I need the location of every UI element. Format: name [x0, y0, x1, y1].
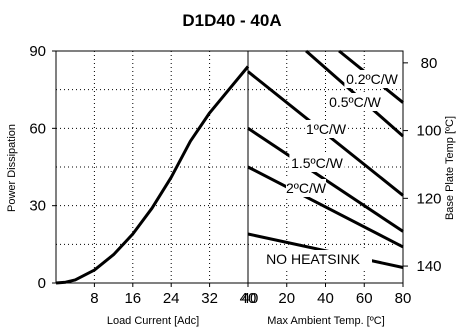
x-tick-label: 24	[163, 290, 180, 307]
curve-label: 0.2ºC/W	[346, 71, 399, 87]
curve-label: 1.5ºC/W	[291, 155, 344, 171]
y-axis-label-power: Power Dissipation	[6, 124, 18, 212]
chart-title: D1D40 - 40A	[182, 11, 281, 30]
y2-tick-label: 120	[416, 190, 441, 207]
x2-tick-label: 60	[356, 290, 373, 307]
curve-label: 1ºC/W	[306, 121, 347, 137]
power-curve	[56, 67, 248, 284]
x-axis-label-ambient-temp: Max Ambient Temp. [ºC]	[267, 315, 385, 327]
dissipation-curve	[56, 67, 248, 284]
curve-label: 0.5ºC/W	[329, 94, 382, 110]
x-tick-label: 32	[201, 290, 218, 307]
x-tick-label: 8	[90, 290, 98, 307]
curve-label: 2ºC/W	[286, 180, 327, 196]
y2-tick-label: 140	[416, 258, 441, 275]
y-tick-label: 90	[29, 43, 46, 60]
y-tick-label: 30	[29, 198, 46, 215]
y-axis-label-baseplate: Base Plate Temp [ºC]	[444, 116, 456, 220]
y-tick-label: 60	[29, 120, 46, 137]
y-tick-label: 0	[38, 275, 46, 292]
grid-left	[56, 51, 248, 283]
curve-label: NO HEATSINK	[266, 251, 361, 267]
x2-tick-label: 80	[395, 290, 412, 307]
x2-tick-label: 40	[242, 290, 259, 307]
x-axis-label-load-current: Load Current [Adc]	[107, 315, 199, 327]
x-tick-label: 16	[124, 290, 141, 307]
y2-tick-label: 80	[421, 55, 438, 72]
y2-tick-label: 100	[416, 123, 441, 140]
curve-labels: 0.2ºC/W 0.5ºC/W 1ºC/W 1.5ºC/W 2ºC/W NO HEATSI…	[254, 70, 400, 268]
x2-tick-label: 20	[278, 290, 295, 307]
x2-tick-label: 40	[317, 290, 334, 307]
